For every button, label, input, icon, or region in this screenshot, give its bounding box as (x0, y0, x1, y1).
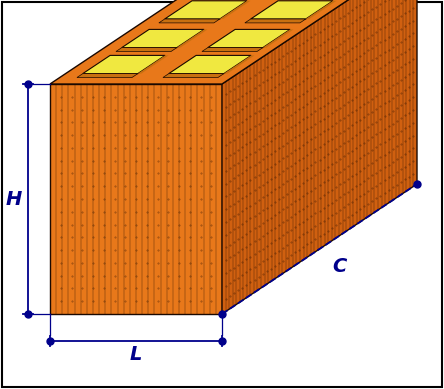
Polygon shape (220, 1, 250, 19)
Text: L: L (130, 345, 142, 364)
Text: H: H (6, 189, 22, 209)
Text: C: C (333, 258, 347, 277)
Polygon shape (245, 19, 306, 23)
Polygon shape (202, 47, 263, 51)
Polygon shape (169, 55, 251, 74)
Polygon shape (224, 55, 254, 74)
Polygon shape (50, 0, 417, 84)
Polygon shape (163, 74, 224, 77)
Polygon shape (263, 30, 293, 47)
Polygon shape (50, 84, 222, 314)
Polygon shape (138, 55, 169, 74)
Polygon shape (83, 55, 165, 74)
Polygon shape (306, 1, 337, 19)
Polygon shape (77, 74, 138, 77)
Polygon shape (177, 30, 208, 47)
Polygon shape (208, 30, 290, 47)
Polygon shape (222, 0, 417, 314)
Polygon shape (159, 19, 220, 23)
Polygon shape (251, 1, 333, 19)
Polygon shape (122, 30, 204, 47)
Polygon shape (165, 1, 247, 19)
Polygon shape (116, 47, 177, 51)
